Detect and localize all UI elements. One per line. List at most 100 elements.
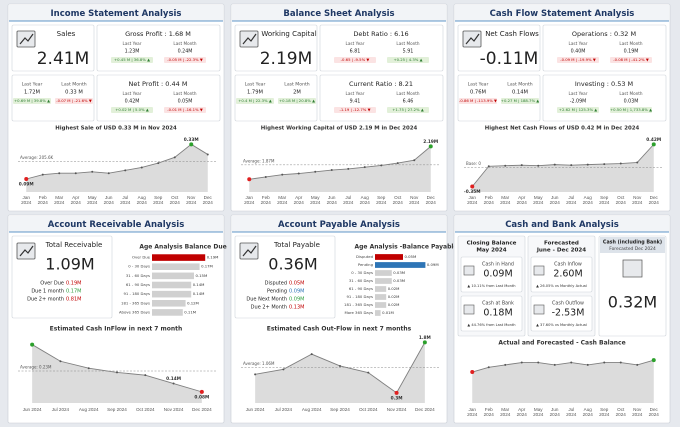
kpi-value: 2.19M [260,49,313,69]
history-label: Last Month [396,91,420,96]
x-tick-label: Aug 2024 [78,407,99,412]
icon-glyph [242,33,257,45]
kpi-value: 2.41M [37,49,90,69]
data-label: 0.42M [646,137,661,143]
reference-label: Average: 205.6K [20,155,53,160]
point [603,361,606,364]
y-tick-label: 61 - 90 Days [126,282,150,287]
x-tick-label: Jul 2024 [566,195,577,205]
x-tick-label: Jun 2024 [549,407,560,417]
bar [375,278,392,284]
item-value: 0.13M [289,305,304,311]
x-tick-label: May 2024 [310,195,321,205]
history-label: Last Month [507,82,533,88]
delta-badge [501,98,539,104]
x-tick-label: Sep 2024 [599,407,610,417]
x-tick-label: Dec 2024 [425,195,436,205]
x-tick-label: Jun 2024 [549,195,560,205]
point [41,173,44,176]
data-label: 0.09M [427,262,439,267]
history-label: Last Year [468,82,489,88]
bar [375,262,426,268]
point [310,353,313,356]
delta-badge [164,57,206,63]
total-value: 0.32M [608,293,657,312]
history-card [234,74,318,122]
bar [375,302,387,308]
delta-text: +0.69 M | 39.8% ▲ [14,98,50,103]
panel-title: Balance Sheet Analysis [283,9,394,19]
x-tick-label: Oct 2024 [615,407,626,417]
point [636,161,639,164]
delta-badge [557,107,599,113]
x-tick-label: Jan 2024 [21,195,32,205]
area [249,146,431,192]
chart-title: Estimated Cash Out-Flow in next 7 months [267,326,412,333]
history-label: Last Year [245,82,266,88]
point [428,144,433,149]
y-tick-label: 181 - 365 Days [344,302,373,307]
data-label: 0.14M [193,291,205,296]
x-tick-label: Aug 2024 [301,407,322,412]
x-tick-label: Apr 2024 [516,407,527,417]
bar [375,310,381,316]
point [297,172,300,175]
x-tick-label: Sep 2024 [599,195,610,205]
history-label: Last Year [569,91,588,96]
item-label: Pending [267,289,287,295]
kpi-value: 0.36M [268,255,317,274]
kpi-label: Total Payable [273,241,320,249]
item-label: Due 2+ Month [251,305,287,311]
delta-badge [278,98,316,104]
card-icon [533,304,545,315]
icon-glyph [242,245,257,257]
data-label: 0.08M [194,394,209,400]
history-value: 9.41 [350,99,361,105]
x-tick-label: Oct 2024 [169,195,180,205]
data-label: 0.03M [393,270,405,275]
area [255,342,425,403]
card-value: 0.09M [483,269,512,280]
item-value: 0.09M [289,297,304,303]
cash-card [460,295,523,332]
history-value: 0.14M [512,90,528,96]
line [471,144,655,187]
x-tick-label: Jul 2024 [120,195,131,205]
area [26,144,208,192]
data-label: 0.14M [193,282,205,287]
x-tick-label: Oct 2024 [392,195,403,205]
point [74,172,77,175]
item-label: Due 2+ month [27,297,64,303]
x-tick-label: Nov 2024 [163,407,184,412]
x-tick-label: Dec 2024 [202,195,213,205]
group-title: Closing Balance [467,241,517,247]
x-tick-label: Sep 2024 [376,195,387,205]
line [472,359,654,373]
data-label: 0.05M [405,254,417,259]
kpi-title: Debt Ratio : 6.16 [353,30,408,38]
point [537,361,540,364]
point [264,175,267,178]
panel-title: Account Receivable Analysis [48,220,185,230]
card-label: Cash Outflow [552,301,584,307]
x-tick-label: Mar 2024 [500,407,511,417]
x-tick-label: Nov 2024 [632,195,643,205]
y-tick-label: 181 - 365 Days [121,300,150,305]
data-label: 0.11M [184,309,196,314]
point [470,370,475,375]
point [144,374,147,377]
bar [152,290,192,298]
point [619,361,622,364]
y-tick-label: Pending [358,262,374,267]
data-label: 0.01M [382,310,394,315]
x-tick-label: Sep 2024 [330,407,350,412]
x-tick-label: Mar 2024 [500,195,511,205]
history-value: 1.72M [24,90,40,96]
delta-badge [610,107,652,113]
data-label: 0.15M [196,273,208,278]
delta-badge [111,107,153,113]
point [206,153,209,156]
data-label: 1.8M [419,335,431,341]
delta-badge [387,107,429,113]
point [30,342,35,347]
